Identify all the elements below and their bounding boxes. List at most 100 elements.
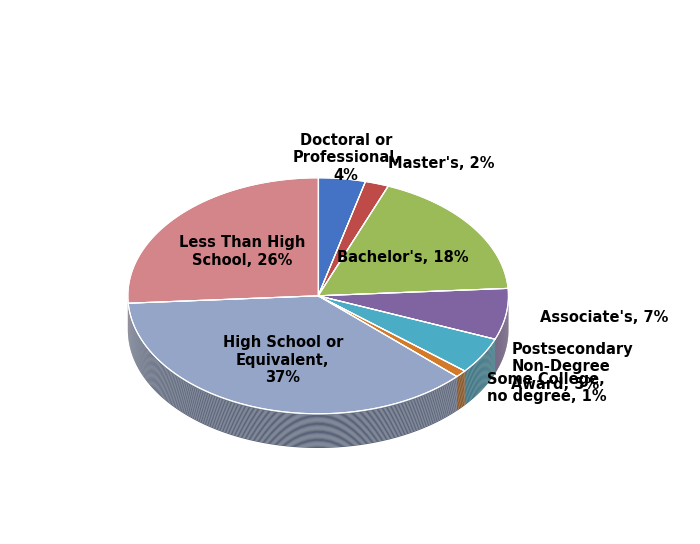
Polygon shape	[128, 308, 457, 419]
Polygon shape	[465, 343, 495, 375]
Polygon shape	[457, 371, 465, 378]
Text: Associate's, 7%: Associate's, 7%	[540, 310, 668, 325]
Polygon shape	[465, 370, 495, 403]
Polygon shape	[465, 352, 495, 385]
Polygon shape	[128, 325, 457, 437]
Polygon shape	[495, 312, 508, 356]
Polygon shape	[465, 344, 495, 376]
Polygon shape	[128, 314, 457, 426]
Polygon shape	[465, 369, 495, 402]
Polygon shape	[457, 401, 465, 407]
Polygon shape	[457, 392, 465, 398]
Polygon shape	[128, 319, 457, 431]
Polygon shape	[495, 299, 508, 343]
Text: Some College,
no degree, 1%: Some College, no degree, 1%	[486, 372, 606, 404]
Polygon shape	[457, 390, 465, 396]
Polygon shape	[128, 317, 457, 429]
Polygon shape	[128, 310, 457, 422]
Polygon shape	[128, 320, 457, 432]
Polygon shape	[128, 333, 457, 444]
Polygon shape	[465, 342, 495, 374]
Polygon shape	[465, 345, 495, 378]
Polygon shape	[465, 372, 495, 405]
Polygon shape	[495, 327, 508, 371]
Text: Less Than High
School, 26%: Less Than High School, 26%	[178, 235, 305, 268]
Polygon shape	[128, 327, 457, 439]
Polygon shape	[457, 394, 465, 400]
Polygon shape	[128, 330, 457, 441]
Polygon shape	[495, 313, 508, 357]
Polygon shape	[128, 335, 457, 447]
Polygon shape	[465, 371, 495, 404]
Polygon shape	[457, 397, 465, 404]
Polygon shape	[465, 361, 495, 394]
Text: Postsecondary
Non-Degree
Award, 5%: Postsecondary Non-Degree Award, 5%	[512, 342, 633, 392]
Polygon shape	[465, 353, 495, 386]
Polygon shape	[457, 388, 465, 395]
Polygon shape	[495, 310, 508, 354]
Polygon shape	[495, 307, 508, 351]
Polygon shape	[128, 303, 457, 415]
Polygon shape	[128, 326, 457, 438]
Polygon shape	[318, 288, 508, 339]
Polygon shape	[495, 311, 508, 355]
Polygon shape	[457, 395, 465, 401]
Polygon shape	[457, 379, 465, 386]
Polygon shape	[465, 341, 495, 373]
Polygon shape	[457, 387, 465, 394]
Polygon shape	[465, 362, 495, 395]
Polygon shape	[457, 382, 465, 389]
Polygon shape	[495, 302, 508, 346]
Polygon shape	[465, 366, 495, 398]
Polygon shape	[495, 318, 508, 362]
Polygon shape	[457, 384, 465, 390]
Polygon shape	[465, 357, 495, 391]
Polygon shape	[465, 354, 495, 387]
Polygon shape	[465, 363, 495, 396]
Polygon shape	[457, 398, 465, 405]
Polygon shape	[457, 399, 465, 406]
Polygon shape	[318, 296, 465, 376]
Polygon shape	[495, 324, 508, 368]
Polygon shape	[465, 346, 495, 379]
Polygon shape	[465, 364, 495, 397]
Polygon shape	[495, 314, 508, 358]
Polygon shape	[457, 374, 465, 381]
Polygon shape	[318, 178, 365, 296]
Polygon shape	[128, 324, 457, 435]
Polygon shape	[495, 320, 508, 364]
Text: Doctoral or
Professional,
4%: Doctoral or Professional, 4%	[293, 133, 400, 183]
Polygon shape	[457, 404, 465, 411]
Text: High School or
Equivalent,
37%: High School or Equivalent, 37%	[223, 335, 343, 385]
Polygon shape	[128, 316, 457, 428]
Polygon shape	[465, 355, 495, 388]
Polygon shape	[465, 349, 495, 382]
Text: Master's, 2%: Master's, 2%	[388, 156, 494, 171]
Polygon shape	[457, 396, 465, 403]
Polygon shape	[495, 325, 508, 369]
Text: Bachelor's, 18%: Bachelor's, 18%	[337, 250, 468, 265]
Polygon shape	[465, 356, 495, 390]
Polygon shape	[495, 304, 508, 348]
Polygon shape	[128, 312, 457, 424]
Polygon shape	[457, 376, 465, 384]
Polygon shape	[495, 305, 508, 349]
Polygon shape	[495, 298, 508, 342]
Polygon shape	[128, 323, 457, 434]
Polygon shape	[465, 358, 495, 392]
Polygon shape	[457, 402, 465, 409]
Polygon shape	[318, 186, 508, 296]
Polygon shape	[495, 330, 508, 374]
Polygon shape	[128, 318, 457, 430]
Polygon shape	[128, 178, 318, 303]
Polygon shape	[495, 323, 508, 367]
Polygon shape	[457, 393, 465, 399]
Polygon shape	[128, 332, 457, 443]
Polygon shape	[495, 317, 508, 361]
Polygon shape	[465, 367, 495, 399]
Polygon shape	[128, 311, 457, 423]
Polygon shape	[457, 403, 465, 410]
Polygon shape	[128, 296, 457, 414]
Polygon shape	[457, 381, 465, 388]
Polygon shape	[465, 348, 495, 381]
